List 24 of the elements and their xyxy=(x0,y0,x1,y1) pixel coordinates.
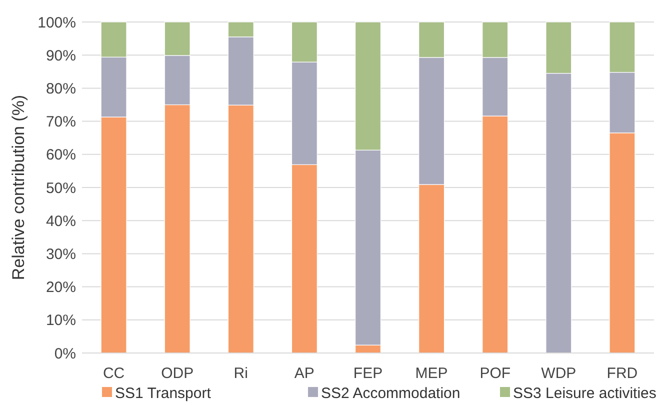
y-tick-label: 90% xyxy=(46,47,76,64)
x-tick-label: WDP xyxy=(541,365,576,382)
y-tick-label: 30% xyxy=(46,246,76,263)
y-tick-label: 10% xyxy=(46,312,76,330)
y-tick-label: 80% xyxy=(46,80,76,98)
x-tick-label: MEP xyxy=(415,365,448,382)
legend-label: SS1 Transport xyxy=(115,385,212,402)
y-tick-label: 0% xyxy=(54,345,76,362)
x-tick-label: FRD xyxy=(606,365,638,382)
x-tick-label: POF xyxy=(480,365,511,382)
x-tick-label: CC xyxy=(102,365,125,382)
y-tick-label: 60% xyxy=(46,146,76,164)
legend-label: SS3 Leisure activities xyxy=(513,385,656,402)
y-tick-label: 20% xyxy=(46,279,76,296)
y-tick-label: 40% xyxy=(46,212,76,230)
x-tick-label: ODP xyxy=(161,365,194,382)
x-tick-label: FEP xyxy=(353,365,383,382)
y-tick-label: 50% xyxy=(46,180,76,197)
x-tick-label: Ri xyxy=(234,365,248,382)
y-tick-label: 70% xyxy=(46,114,76,131)
y-axis-title: Relative contribution (%) xyxy=(9,94,28,280)
legend-label: SS2 Accommodation xyxy=(321,385,460,402)
y-tick-label: 100% xyxy=(38,14,76,32)
x-tick-label: AP xyxy=(294,365,314,382)
